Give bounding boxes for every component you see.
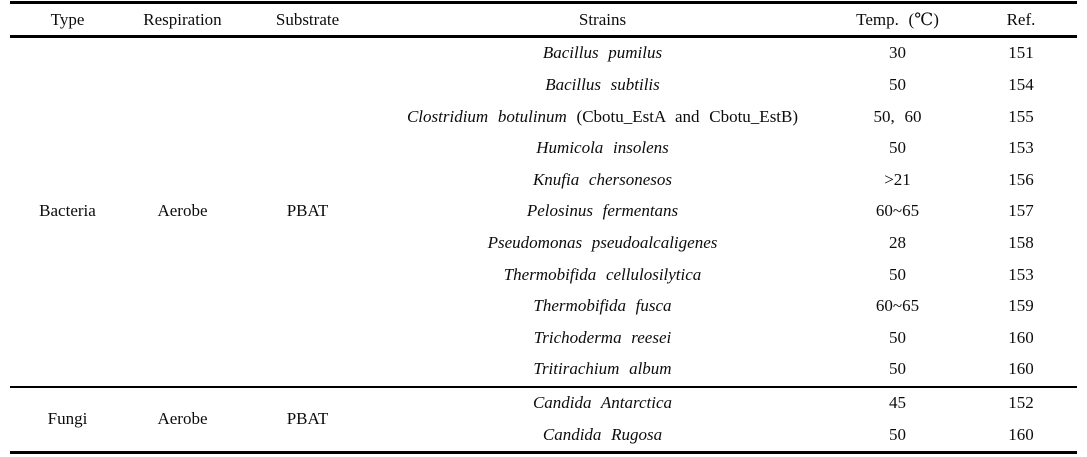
temp-cell: >21 bbox=[884, 169, 911, 189]
ref-cell: 153 bbox=[1008, 138, 1034, 158]
temp-cell: 50 bbox=[889, 327, 906, 347]
table-row: Candida Rugosa 50 160 bbox=[10, 419, 1077, 452]
strain-name: Humicola insolens bbox=[536, 138, 669, 158]
ref-cell: 152 bbox=[965, 385, 1077, 420]
strain-name: Trichoderma reesei bbox=[533, 327, 672, 347]
respiration-cell: Aerobe bbox=[157, 201, 208, 221]
header-row: Type Respiration Substrate Strains Temp. (℃)… bbox=[10, 3, 1077, 37]
temp-cell: 60~65 bbox=[875, 296, 920, 316]
substrate-cell: PBAT bbox=[286, 201, 329, 221]
strain-name: Bacillus pumilus bbox=[542, 43, 663, 63]
type-cell: Fungi bbox=[10, 385, 125, 453]
column-header: Respiration bbox=[143, 9, 222, 29]
temp-cell: 50 bbox=[889, 359, 906, 379]
strain-name: Thermobifida fusca bbox=[533, 296, 672, 316]
strain-name: Tritirachium album bbox=[533, 359, 672, 379]
table-row: Pseudomonas pseudoalcaligenes 28 158 bbox=[10, 228, 1077, 260]
table-row: Trichoderma reesei 50 160 bbox=[10, 322, 1077, 354]
table-row: Bacillus subtilis 50 154 bbox=[10, 70, 1077, 102]
table-row: Knufia chersonesos >21 156 bbox=[10, 164, 1077, 196]
strain-cell: Trichoderma reesei bbox=[375, 322, 830, 354]
strain-cell: Pseudomonas pseudoalcaligenes bbox=[375, 228, 830, 260]
ref-cell: 156 bbox=[1008, 169, 1034, 189]
strain-cell: Humicola insolens bbox=[375, 133, 830, 165]
temp-cell: 50 bbox=[889, 424, 906, 444]
strain-name: Clostridium botulinum bbox=[406, 106, 567, 126]
strain-note: (Cbotu_EstA and Cbotu_EstB) bbox=[566, 106, 799, 126]
table-row: Pelosinus fermentans 60~65 157 bbox=[10, 196, 1077, 228]
ref-cell: 157 bbox=[1008, 201, 1034, 221]
temp-cell: 50, 60 bbox=[873, 106, 922, 126]
ref-cell: 160 bbox=[1008, 424, 1034, 444]
strain-name: Candida Antarctica bbox=[532, 392, 673, 412]
substrate-cell: PBAT bbox=[240, 385, 375, 453]
ref-cell: 159 bbox=[1008, 296, 1034, 316]
strain-cell: Bacillus subtilis bbox=[375, 70, 830, 102]
ref-cell: 160 bbox=[1008, 359, 1034, 379]
column-header: Substrate bbox=[275, 9, 340, 29]
temp-cell: 30 bbox=[889, 43, 906, 63]
column-header: Strains bbox=[578, 9, 627, 29]
column-header: Ref. bbox=[1006, 9, 1036, 29]
table-row: Thermobifida cellulosilytica 50 153 bbox=[10, 259, 1077, 291]
strain-cell: Candida Rugosa bbox=[375, 419, 830, 452]
strain-cell: Clostridium botulinum (Cbotu_EstA and Cb… bbox=[375, 101, 830, 133]
temp-cell: 50 bbox=[889, 138, 906, 158]
ref-cell: 158 bbox=[1008, 233, 1034, 253]
table-row: Tritirachium album 50 160 bbox=[10, 354, 1077, 387]
table-row: Clostridium botulinum (Cbotu_EstA and Cb… bbox=[10, 101, 1077, 133]
temp-cell: 45 bbox=[830, 385, 965, 420]
strain-name: Candida Rugosa bbox=[542, 424, 663, 444]
respiration-cell: Aerobe bbox=[125, 385, 240, 453]
strain-name: Pseudomonas pseudoalcaligenes bbox=[487, 233, 718, 253]
strain-name: Pelosinus fermentans bbox=[526, 201, 679, 221]
type-cell: Bacteria bbox=[39, 201, 96, 221]
strain-cell: Thermobifida cellulosilytica bbox=[375, 259, 830, 291]
ref-cell: 153 bbox=[1008, 264, 1034, 284]
temp-cell: 28 bbox=[889, 233, 906, 253]
strain-cell: Tritirachium album bbox=[375, 354, 830, 387]
strain-name: Bacillus subtilis bbox=[545, 75, 660, 95]
strain-cell: Candida Antarctica bbox=[375, 385, 830, 420]
strain-cell: Bacillus pumilus bbox=[375, 37, 830, 70]
strain-cell: Pelosinus fermentans bbox=[375, 196, 830, 228]
strain-cell: Thermobifida fusca bbox=[375, 291, 830, 323]
column-header: Type bbox=[50, 9, 85, 29]
ref-cell: 155 bbox=[1008, 106, 1034, 126]
table-row: Fungi Aerobe PBAT Candida Antarctica 45 152 bbox=[10, 385, 1077, 453]
table-row: Thermobifida fusca 60~65 159 bbox=[10, 291, 1077, 323]
ref-cell: 151 bbox=[1008, 43, 1034, 63]
table-body: Bacteria Aerobe PBAT Bacillus pumilus 30 151 B… bbox=[10, 37, 1077, 453]
table-row: Humicola insolens 50 153 bbox=[10, 133, 1077, 165]
table-header: Type Respiration Substrate Strains Temp. (℃)… bbox=[10, 3, 1077, 37]
strain-cell: Knufia chersonesos bbox=[375, 164, 830, 196]
ref-cell: 154 bbox=[1008, 75, 1034, 95]
table-row: Bacteria Aerobe PBAT Bacillus pumilus 30 151 bbox=[10, 37, 1077, 221]
strain-name: Knufia chersonesos bbox=[532, 169, 673, 189]
ref-cell: 160 bbox=[1008, 327, 1034, 347]
column-header: Temp. (℃) bbox=[856, 9, 939, 29]
strain-name: Thermobifida cellulosilytica bbox=[503, 264, 702, 284]
temp-cell: 50 bbox=[889, 75, 906, 95]
temp-cell: 60~65 bbox=[875, 201, 920, 221]
temp-cell: 50 bbox=[889, 264, 906, 284]
strains-table: Type Respiration Substrate Strains Temp. (℃)… bbox=[10, 1, 1077, 454]
